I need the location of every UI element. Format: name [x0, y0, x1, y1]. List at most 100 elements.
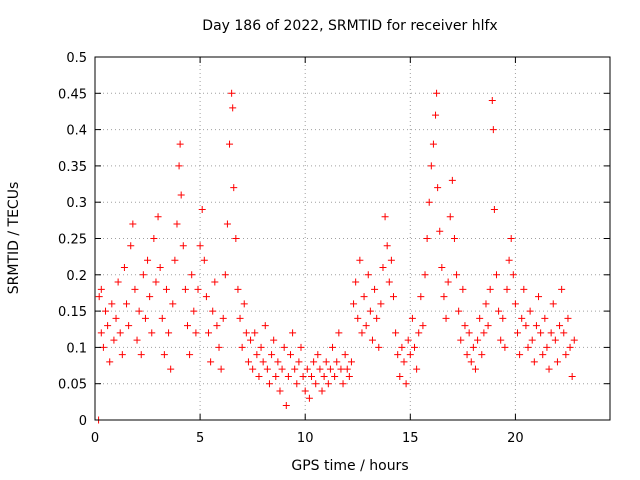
data-point — [511, 300, 519, 308]
data-point — [562, 351, 570, 359]
data-point — [503, 285, 511, 293]
data-point — [465, 329, 473, 337]
data-point — [97, 285, 105, 293]
data-point — [488, 97, 496, 105]
data-point — [419, 322, 427, 330]
data-point — [229, 104, 237, 112]
data-point — [387, 256, 395, 264]
data-point — [455, 307, 463, 315]
data-point — [373, 314, 381, 322]
data-point — [474, 336, 482, 344]
data-point — [364, 271, 372, 279]
data-point — [137, 351, 145, 359]
data-point — [127, 242, 135, 250]
data-point — [541, 314, 549, 322]
data-point — [329, 343, 337, 351]
data-point — [181, 285, 189, 293]
data-point — [198, 205, 206, 213]
data-point — [179, 242, 187, 250]
data-point — [318, 387, 326, 395]
data-point — [415, 329, 423, 337]
data-point — [152, 278, 160, 286]
data-point — [352, 278, 360, 286]
data-point — [486, 285, 494, 293]
data-point — [436, 227, 444, 235]
data-point — [537, 329, 545, 337]
data-point — [389, 293, 397, 301]
data-point — [176, 140, 184, 148]
data-point — [99, 343, 107, 351]
y-tick-label: 0.15 — [58, 305, 87, 320]
data-point — [377, 300, 385, 308]
data-point — [383, 242, 391, 250]
data-point — [160, 351, 168, 359]
data-point — [497, 336, 505, 344]
data-point — [165, 329, 173, 337]
data-point — [543, 343, 551, 351]
y-tick-label: 0.1 — [66, 341, 87, 356]
data-point — [566, 343, 574, 351]
data-point — [434, 184, 442, 192]
data-point — [558, 285, 566, 293]
data-point — [545, 365, 553, 373]
data-point — [553, 358, 561, 366]
data-point — [238, 343, 246, 351]
data-point — [104, 322, 112, 330]
data-point — [564, 314, 572, 322]
data-point — [522, 322, 530, 330]
data-point — [276, 387, 284, 395]
data-point — [232, 235, 240, 242]
data-point — [228, 89, 236, 97]
data-point — [520, 285, 528, 293]
x-tick-label: 20 — [507, 431, 524, 446]
data-point — [196, 242, 204, 250]
data-point — [501, 343, 509, 351]
data-point — [358, 329, 366, 337]
data-point — [211, 278, 219, 286]
data-point — [337, 365, 345, 373]
data-point — [97, 329, 105, 337]
data-point — [421, 271, 429, 279]
data-point — [192, 329, 200, 337]
data-point — [154, 213, 162, 221]
data-point — [385, 278, 393, 286]
data-point — [528, 336, 536, 344]
y-tick-label: 0.4 — [66, 124, 87, 139]
y-tick-label: 0.35 — [58, 160, 87, 175]
data-point — [362, 322, 370, 330]
data-point — [350, 300, 358, 308]
data-point — [432, 111, 440, 119]
data-point — [158, 314, 166, 322]
data-point — [112, 314, 120, 322]
data-point — [265, 380, 273, 388]
data-point — [247, 336, 255, 344]
data-point — [448, 176, 456, 184]
data-point — [167, 365, 175, 373]
data-point — [209, 307, 217, 315]
data-point — [396, 372, 404, 380]
data-point — [278, 365, 286, 373]
data-point — [489, 126, 497, 134]
data-point — [438, 264, 446, 272]
data-point — [394, 351, 402, 359]
data-point — [547, 329, 555, 337]
data-point — [125, 322, 133, 330]
data-point — [442, 314, 450, 322]
data-point — [194, 285, 202, 293]
data-point — [366, 307, 374, 315]
data-point — [202, 293, 210, 301]
data-point — [532, 322, 540, 330]
data-point — [257, 343, 265, 351]
data-point — [446, 213, 454, 221]
data-point — [347, 358, 355, 366]
data-point — [120, 264, 128, 272]
data-point — [261, 322, 269, 330]
x-ticks: 0 5 10 15 20 — [91, 57, 524, 446]
data-point — [255, 372, 263, 380]
data-point — [314, 351, 322, 359]
data-point — [303, 365, 311, 373]
data-point — [270, 336, 278, 344]
data-point — [457, 336, 465, 344]
y-tick-label: 0.2 — [66, 269, 87, 284]
